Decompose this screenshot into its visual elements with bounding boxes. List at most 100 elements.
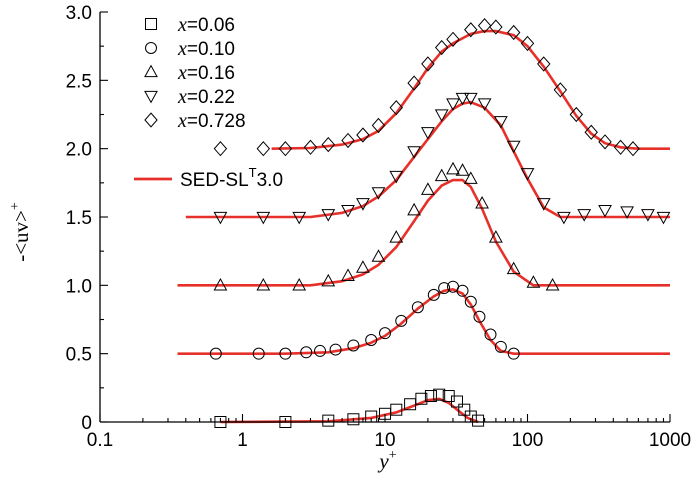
x-tick-label: 100: [512, 430, 544, 451]
data-point: [322, 414, 335, 427]
data-point: [407, 202, 421, 216]
series-x=0.06: [214, 388, 485, 428]
data-point: [421, 127, 435, 140]
data-point: [303, 139, 318, 155]
legend-label: x=0.22: [177, 86, 235, 108]
data-point: [506, 140, 521, 154]
data-point: [213, 277, 228, 291]
data-point: [446, 31, 460, 47]
series-x=0.10: [209, 280, 520, 360]
y-tick-label: 1.5: [66, 208, 92, 229]
y-tick-label: 0.5: [66, 345, 92, 366]
data-point: [626, 141, 640, 157]
data-point: [341, 132, 355, 149]
data-point: [371, 117, 386, 134]
x-tick-label: 1000: [649, 430, 691, 451]
legend-marker: [144, 112, 158, 128]
data-point: [300, 346, 313, 359]
legend-line-label: SED-SLT3.0: [180, 165, 283, 191]
data-point: [620, 206, 634, 219]
data-point: [472, 414, 485, 427]
axis-ticks: 0.1 1 10 100 1000 0 0.5 1.0 1.5 2.0 2.5 3.0: [66, 3, 692, 451]
model-curve: [220, 397, 479, 424]
legend-item: x=0.10: [145, 38, 235, 60]
data-point: [456, 284, 469, 297]
data-point: [329, 343, 342, 356]
data-point: [434, 39, 449, 56]
data-point: [390, 403, 403, 416]
data-point: [536, 198, 551, 211]
data-point: [279, 347, 292, 360]
data-point: [321, 209, 336, 222]
x-axis-title-sup: +: [389, 448, 397, 463]
data-point: [407, 146, 421, 159]
data-point: [455, 163, 470, 176]
data-point: [438, 282, 451, 295]
legend: SED-SLT3.0 x=0.06x=0.10x=0.16x=0.22x=0.7…: [134, 14, 283, 191]
data-point: [434, 168, 449, 182]
legend-label: x=0.10: [177, 38, 235, 60]
y-tick-label: 0: [81, 413, 92, 434]
data-point: [475, 195, 489, 209]
legend-item: x=0.06: [145, 14, 235, 36]
data-point: [537, 56, 551, 72]
data-point: [507, 347, 520, 360]
data-point: [506, 261, 521, 275]
data-point: [389, 230, 404, 243]
y-axis-title: -<uv>+: [8, 202, 33, 262]
data-point: [347, 339, 360, 352]
data-point: [464, 22, 478, 38]
x-tick-label: 1: [237, 430, 248, 451]
data-point: [450, 395, 463, 408]
data-point: [411, 301, 424, 314]
data-point: [641, 209, 655, 222]
data-point: [347, 413, 360, 426]
legend-marker: [144, 90, 158, 104]
data-point: [545, 277, 560, 291]
data-point: [473, 310, 486, 323]
data-point: [433, 388, 446, 401]
data-point: [506, 24, 521, 41]
series-x=0.728: [213, 18, 640, 157]
data-point: [584, 124, 598, 140]
data-point: [598, 204, 612, 218]
legend-marker: [145, 42, 157, 54]
data-point: [427, 288, 440, 301]
data-point: [213, 141, 228, 157]
legend-marker: [144, 64, 158, 78]
model-curve: [271, 29, 670, 150]
y-tick-label: 2.0: [66, 140, 92, 161]
legend-label: x=0.16: [177, 62, 235, 84]
legend-item: x=0.16: [144, 62, 235, 84]
data-point: [520, 35, 535, 52]
data-point: [292, 277, 307, 291]
data-point: [484, 328, 497, 341]
legend-marker: [145, 18, 157, 30]
data-point: [613, 139, 628, 155]
data-point: [365, 334, 378, 346]
data-point: [458, 403, 471, 416]
legend-item: x=0.728: [144, 110, 246, 132]
y-tick-label: 3.0: [66, 3, 92, 24]
y-axis-title-sup: +: [8, 202, 23, 210]
data-point: [389, 100, 403, 116]
data-point: [446, 161, 460, 175]
data-point: [446, 98, 460, 111]
data-point: [356, 198, 370, 211]
data-point: [464, 295, 477, 308]
data-point: [389, 170, 404, 184]
data-point: [598, 134, 612, 150]
data-point: [415, 392, 428, 405]
data-point: [356, 127, 370, 143]
data-point: [421, 182, 435, 195]
data-point: [407, 75, 421, 91]
data-point: [278, 141, 293, 157]
data-point: [463, 171, 478, 184]
model-curve: [177, 178, 670, 287]
data-point: [321, 136, 336, 153]
model-curves: [177, 29, 670, 424]
data-point: [477, 18, 492, 34]
data-point: [292, 211, 307, 225]
data-point: [656, 211, 671, 225]
